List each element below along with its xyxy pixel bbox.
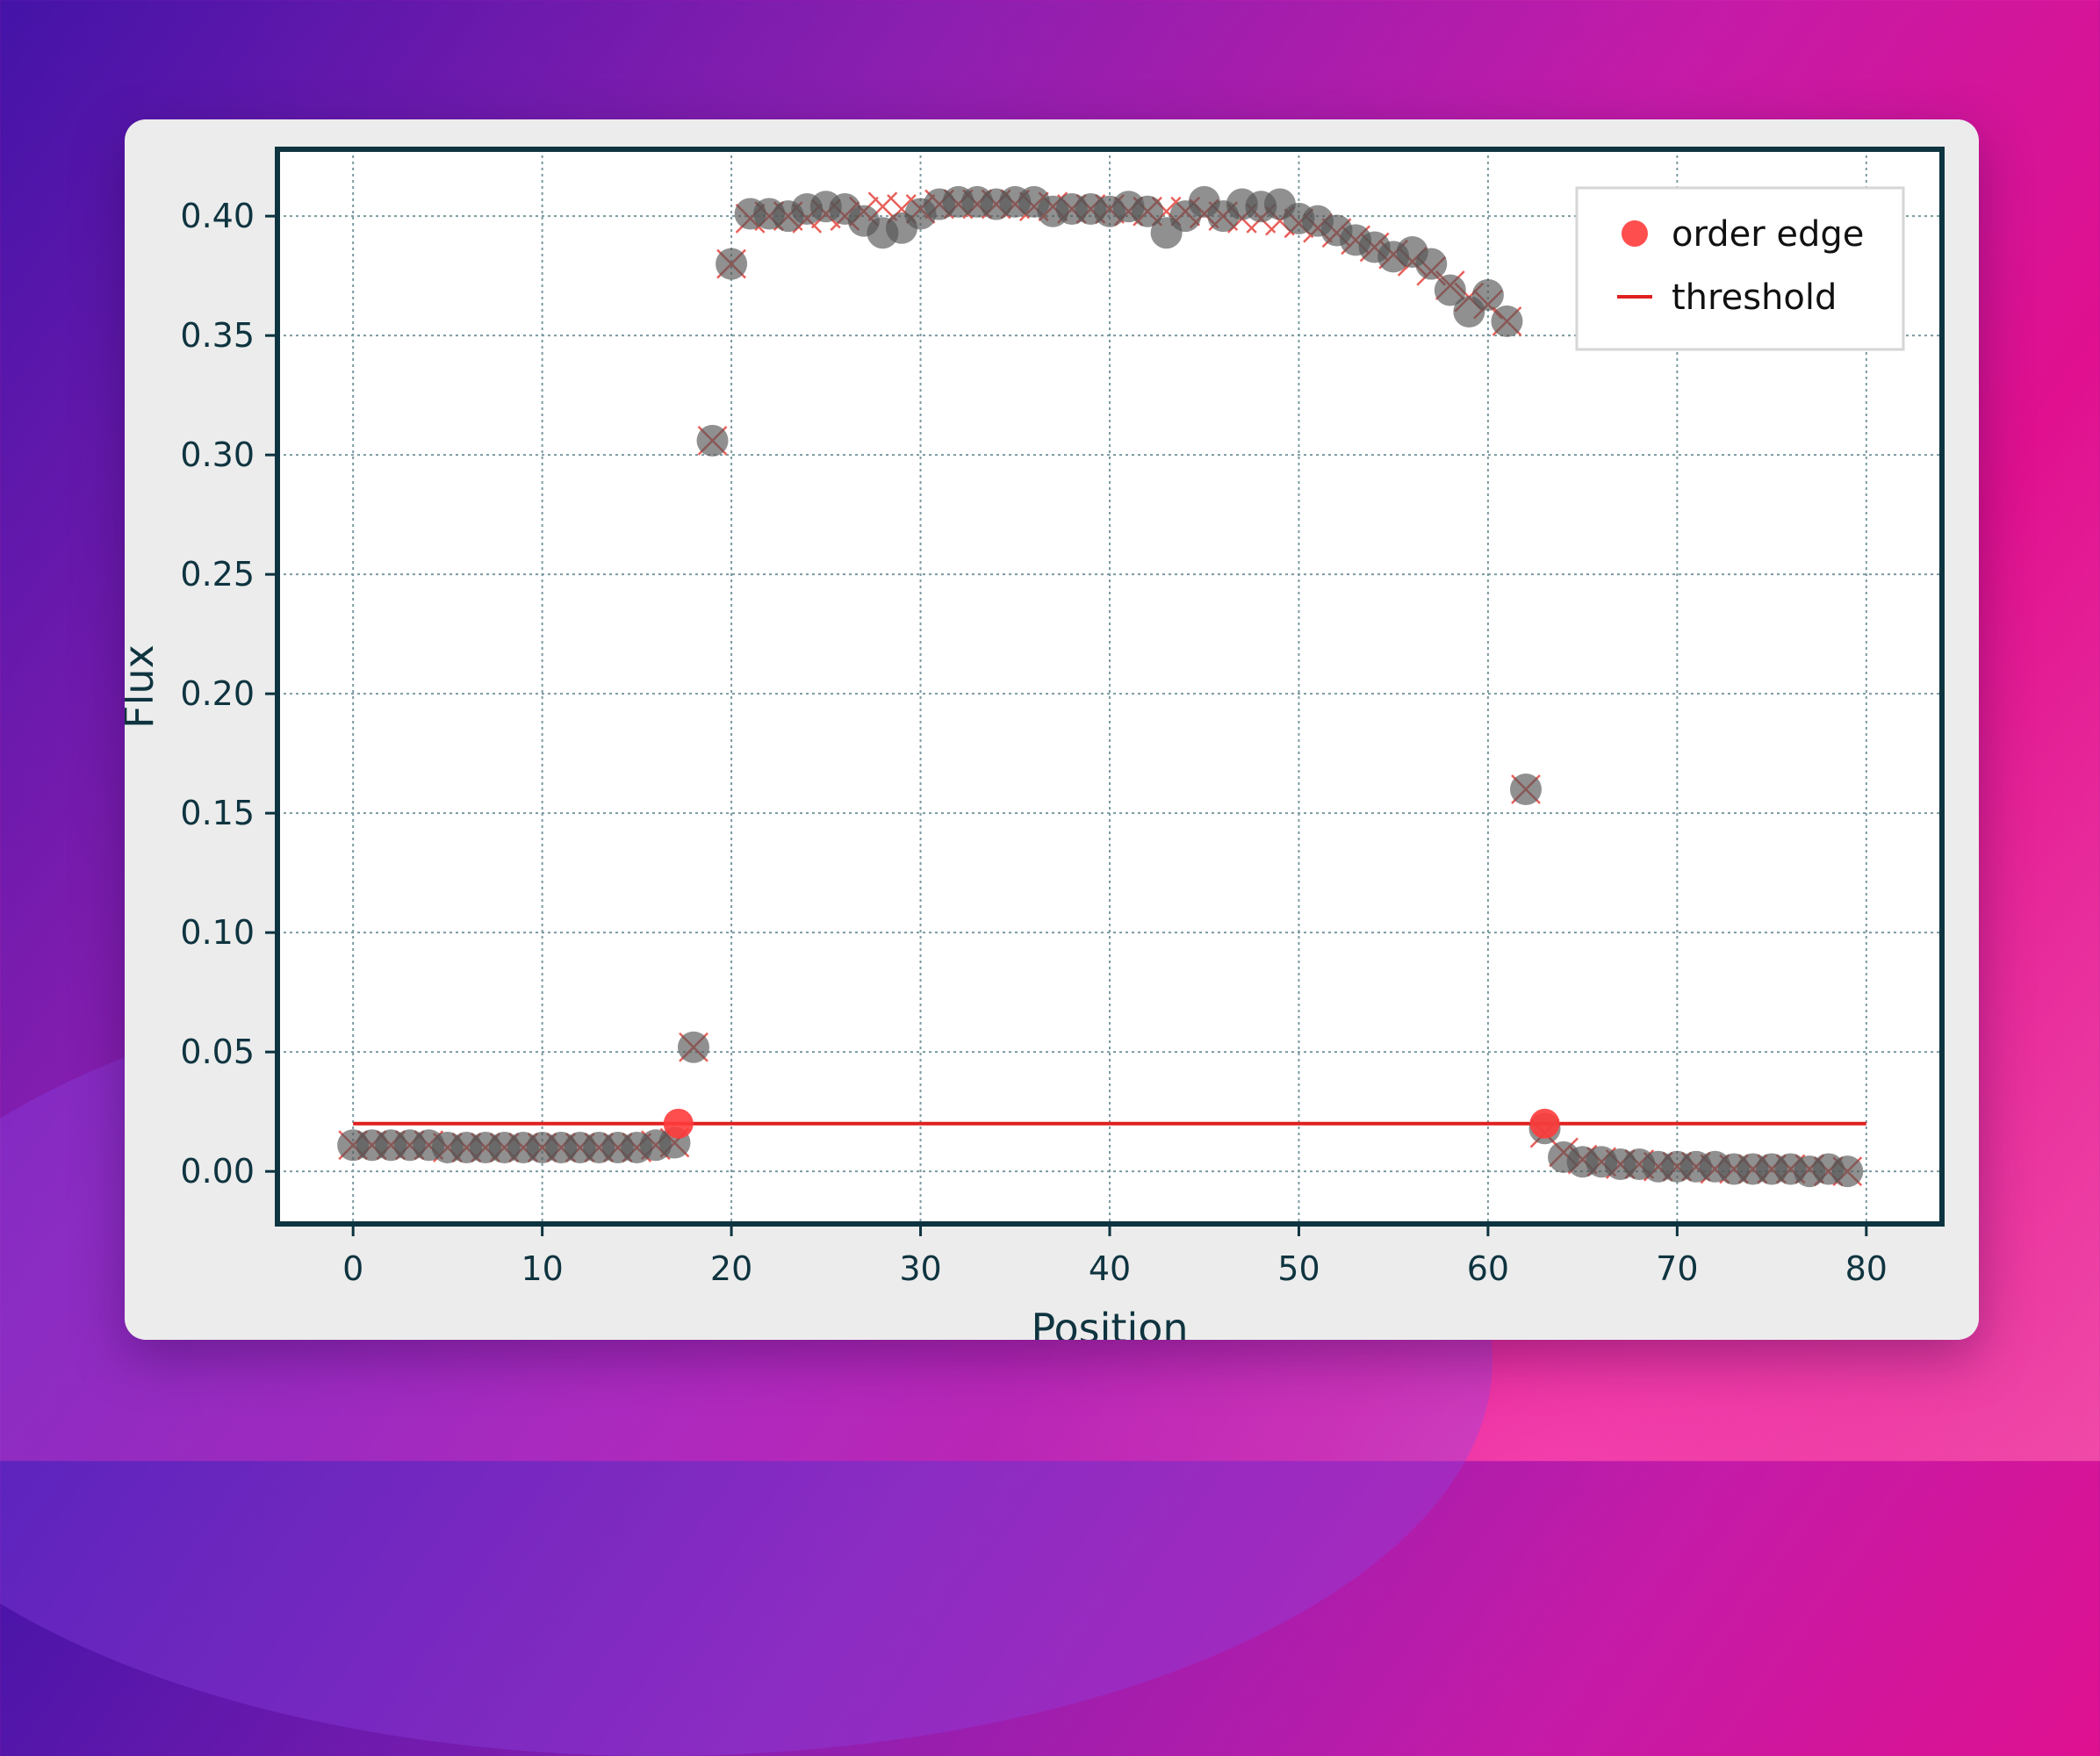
scatter-chart: 0 10 20 30 40 50 60 70 80 0.00 0.05 0.10 0.15 0.20 0.… [125, 147, 1945, 1340]
y-tick-label: 0.40 [180, 197, 255, 235]
x-tick-label: 30 [899, 1249, 941, 1288]
x-tick-label: 0 [342, 1249, 363, 1288]
x-tick-label: 40 [1089, 1249, 1131, 1288]
chart-card: 0 10 20 30 40 50 60 70 80 0.00 0.05 0.10 0.15 0.20 0.… [125, 119, 1979, 1340]
x-tick-label: 70 [1656, 1249, 1698, 1288]
order-edge-point [1529, 1108, 1560, 1139]
x-tick-label: 60 [1467, 1249, 1509, 1288]
legend: order edge threshold [1575, 186, 1905, 351]
y-tick-label: 0.00 [180, 1152, 255, 1191]
x-tick-label: 10 [521, 1249, 563, 1288]
legend-threshold-label: threshold [1672, 277, 1837, 318]
legend-box [1575, 186, 1905, 351]
data-point [1434, 274, 1466, 306]
y-tick-label: 0.30 [180, 435, 255, 474]
y-tick-label: 0.15 [180, 794, 255, 832]
data-point [1510, 773, 1542, 805]
legend-order-edge-marker [1622, 220, 1648, 247]
data-point [1491, 305, 1523, 337]
x-tick-label: 20 [710, 1249, 752, 1288]
y-tick-label: 0.25 [180, 555, 255, 594]
x-tick-label: 80 [1845, 1249, 1888, 1288]
data-point [1471, 278, 1504, 311]
data-point [678, 1031, 709, 1063]
data-point [1831, 1155, 1864, 1188]
y-tick-label: 0.10 [180, 913, 255, 952]
data-point [716, 248, 748, 280]
data-point [1415, 248, 1448, 280]
data-point [696, 424, 729, 457]
order-edge-point [663, 1108, 694, 1139]
y-tick-label: 0.20 [180, 674, 255, 713]
y-tick-label: 0.05 [180, 1033, 255, 1071]
y-tick-label: 0.35 [180, 316, 255, 355]
x-tick-label: 50 [1277, 1249, 1320, 1288]
x-axis-label: Position [1031, 1305, 1188, 1340]
legend-order-edge-label: order edge [1672, 214, 1864, 255]
y-axis-label: Flux [125, 644, 162, 729]
data-point [1132, 195, 1164, 227]
